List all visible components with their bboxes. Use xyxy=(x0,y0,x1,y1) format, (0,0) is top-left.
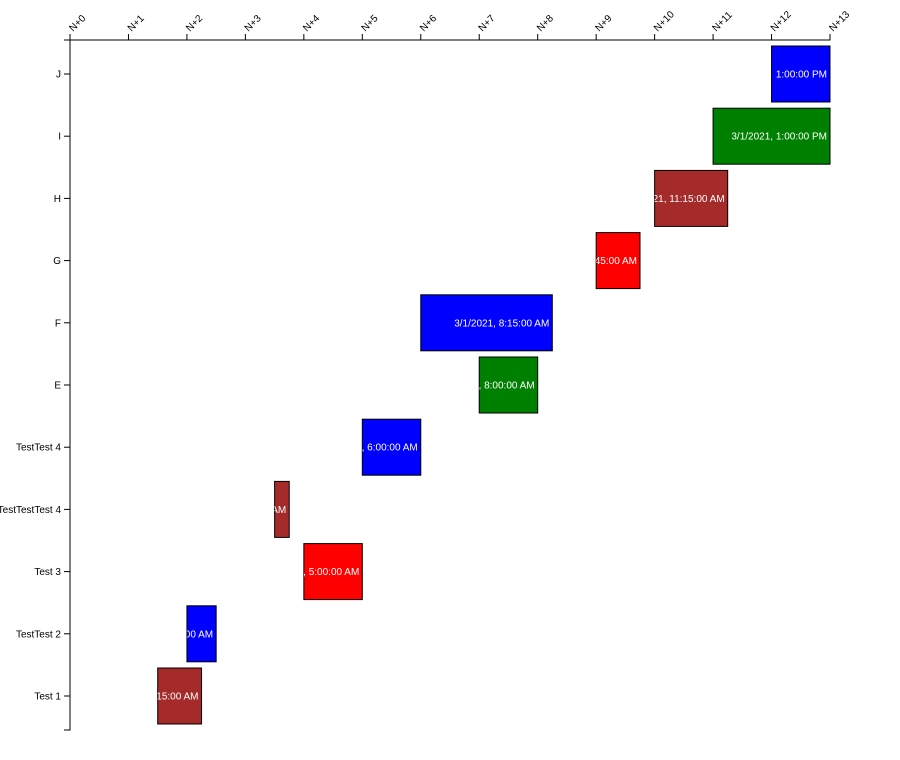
x-tick-label: N+9 xyxy=(593,13,614,34)
task-bar-label: , 5:00:00 AM xyxy=(303,567,359,578)
bars-layer: 15:00 AM 00 AM , 5:00:00 AM AM , 6:00:00 AM,… xyxy=(156,45,831,725)
x-tick-label: N+6 xyxy=(418,13,439,34)
task-bar-label: 3/1/2021, 8:15:00 AM xyxy=(454,318,549,329)
task-bar[interactable] xyxy=(361,418,422,476)
y-tick-label: E xyxy=(54,381,61,392)
x-tick-label: N+7 xyxy=(477,13,498,34)
task-bar[interactable] xyxy=(157,667,203,725)
y-tick-label: TestTest 4 xyxy=(16,443,61,454)
y-tick-label: F xyxy=(55,318,61,329)
task-bar-label: AM xyxy=(271,505,286,516)
task-bar-label: 21, 11:15:00 AM xyxy=(653,194,725,205)
y-tick-label: I xyxy=(58,132,61,143)
task-bar[interactable] xyxy=(654,169,729,227)
task-bar[interactable] xyxy=(595,232,641,290)
x-tick-label: N+2 xyxy=(184,13,205,34)
task-bar[interactable] xyxy=(478,356,539,414)
x-tick-label: N+12 xyxy=(769,9,794,34)
x-axis-line xyxy=(69,34,831,41)
task-bar-label: 45:00 AM xyxy=(595,256,637,267)
x-tick-label: N+11 xyxy=(710,9,735,34)
y-tick-label: G xyxy=(53,256,61,267)
y-tick-label: J xyxy=(56,70,61,81)
task-bar-label: , 8:00:00 AM xyxy=(479,381,535,392)
y-tick-label: Test 1 xyxy=(34,692,61,703)
x-tick-label: N+4 xyxy=(301,13,322,34)
x-axis: N+0 N+1 N+2 N+3 N+4 N+5 N+6 N+7 N+8 N+9 N+10 N+11 N+… xyxy=(67,9,853,41)
task-bar-label: 15:00 AM xyxy=(156,692,198,703)
y-tick-label: TestTestTest 4 xyxy=(0,505,61,516)
task-bar[interactable] xyxy=(186,605,217,663)
task-bar-label: 3/1/2021, 1:00:00 PM xyxy=(731,132,827,143)
y-axis: Test 1 TestTest 2 Test 3 TestTestTest 4 Test… xyxy=(0,39,71,731)
task-bar-label: , 6:00:00 AM xyxy=(362,443,418,454)
y-tick-label: Test 3 xyxy=(34,567,61,578)
x-tick-label: N+0 xyxy=(67,13,88,34)
task-bar[interactable] xyxy=(771,45,831,103)
x-tick-label: N+10 xyxy=(652,9,677,34)
x-tick-label: N+8 xyxy=(535,13,556,34)
x-tick-label: N+3 xyxy=(243,13,264,34)
x-tick-label: N+1 xyxy=(126,13,147,34)
x-tick-label: N+5 xyxy=(360,13,381,34)
task-bar[interactable] xyxy=(420,294,553,352)
task-bar[interactable] xyxy=(274,480,290,538)
task-bar-label: 1:00:00 PM xyxy=(776,70,827,81)
y-tick-label: TestTest 2 xyxy=(16,629,61,640)
x-tick-label: N+13 xyxy=(827,9,852,34)
y-tick-label: H xyxy=(54,194,61,205)
task-bar-label: 00 AM xyxy=(185,629,213,640)
task-bar[interactable] xyxy=(303,543,363,601)
task-bar[interactable] xyxy=(712,107,831,165)
